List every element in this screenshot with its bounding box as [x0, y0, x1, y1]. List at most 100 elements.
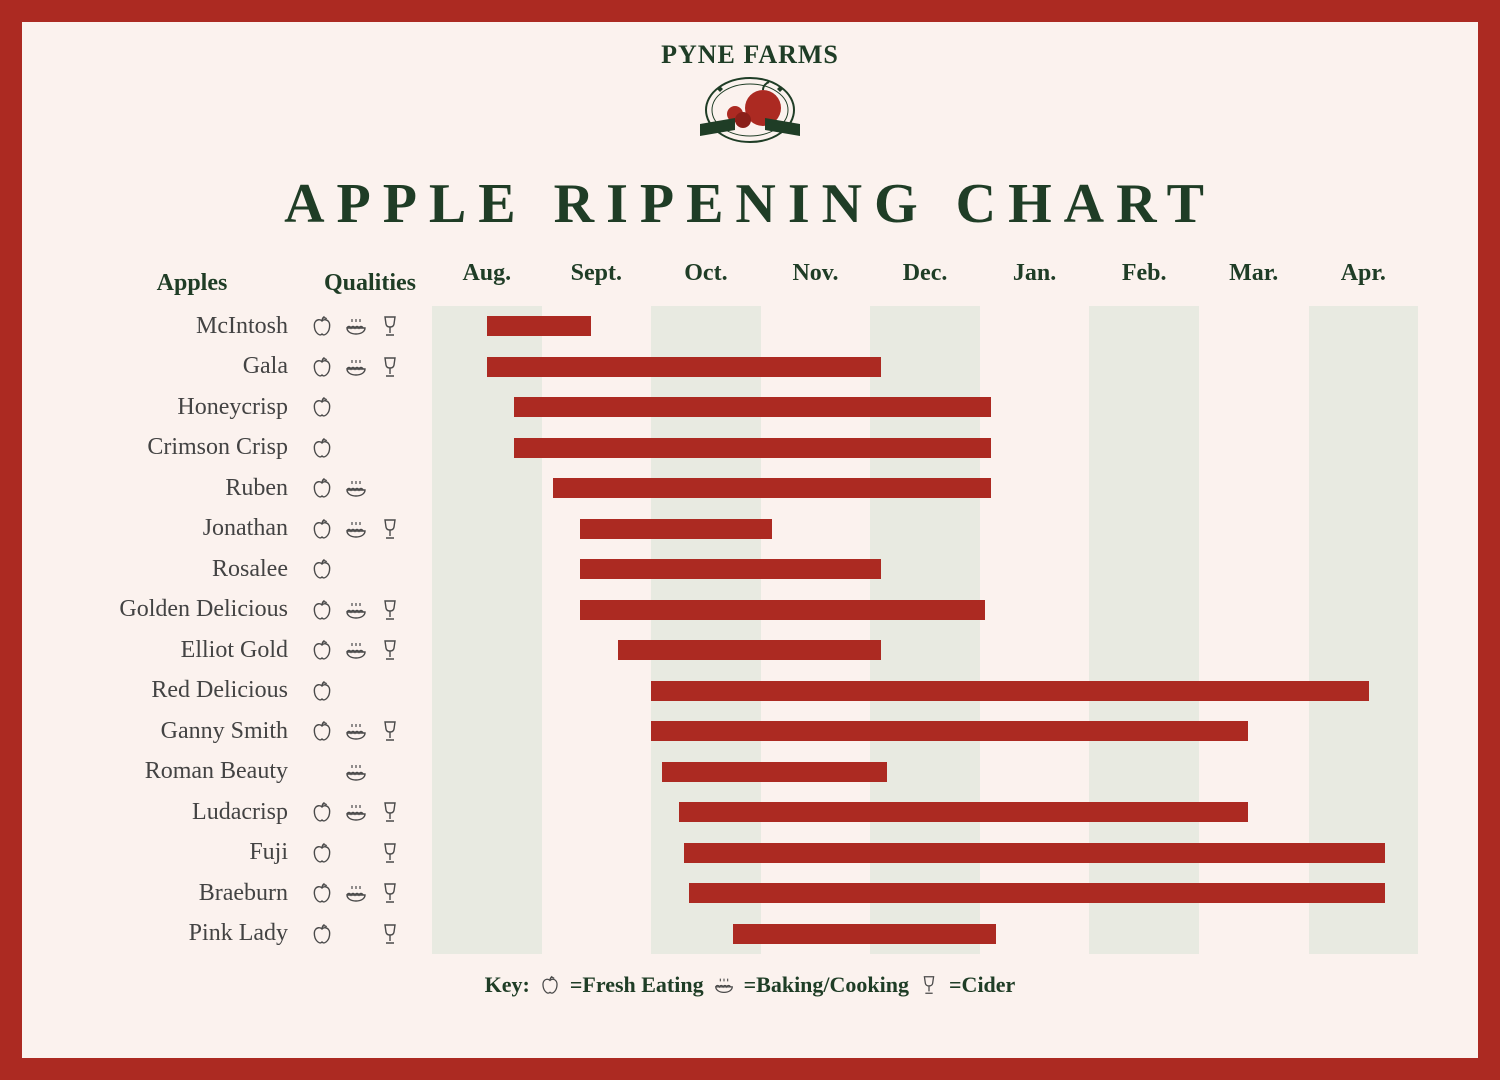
ripening-bar: [553, 478, 991, 498]
month-col: [980, 306, 1090, 347]
month-col: [1089, 428, 1199, 469]
glass-icon: [376, 798, 404, 826]
apple-row: Ganny Smith: [82, 711, 1418, 752]
apple-row: Golden Delicious: [82, 590, 1418, 631]
ripening-bar: [684, 843, 1385, 863]
month-col: [1199, 347, 1309, 388]
glass-icon: [376, 353, 404, 381]
logo: PYNE FARMS: [650, 40, 850, 170]
apple-icon: [308, 717, 336, 745]
month-col: [980, 468, 1090, 509]
month-label: Mar.: [1199, 260, 1309, 306]
glass-icon: [376, 879, 404, 907]
month-col: [1199, 630, 1309, 671]
chart-card: PYNE FARMS APPLE RIPENING CHART Apples Q…: [0, 0, 1500, 1080]
month-label: Jan.: [980, 260, 1090, 306]
apple-row: Ruben: [82, 468, 1418, 509]
pie-icon: [342, 677, 370, 705]
apple-row: Red Delicious: [82, 671, 1418, 712]
pie-icon: [342, 353, 370, 381]
apple-row: Fuji: [82, 833, 1418, 874]
apple-icon: [308, 798, 336, 826]
apple-name: Braeburn: [82, 880, 302, 907]
apple-icon: [308, 636, 336, 664]
apple-row: Elliot Gold: [82, 630, 1418, 671]
apple-name: Red Delicious: [82, 677, 302, 704]
apple-icon: [308, 434, 336, 462]
month-label: Sept.: [542, 260, 652, 306]
apple-name: Ganny Smith: [82, 718, 302, 745]
timeline: [432, 590, 1418, 631]
month-col: [1089, 630, 1199, 671]
apple-qualities: [302, 798, 432, 826]
glass-icon: [376, 920, 404, 948]
timeline: [432, 549, 1418, 590]
month-col: [1199, 428, 1309, 469]
month-col: [1309, 590, 1419, 631]
ripening-bar: [662, 762, 887, 782]
ripening-bar: [679, 802, 1249, 822]
timeline: [432, 833, 1418, 874]
apple-name: Ruben: [82, 475, 302, 502]
apple-row: Honeycrisp: [82, 387, 1418, 428]
glass-icon: [376, 677, 404, 705]
apple-name: McIntosh: [82, 313, 302, 340]
ripening-bar: [733, 924, 996, 944]
glass-icon: [376, 839, 404, 867]
glass-icon: [376, 312, 404, 340]
timeline: [432, 347, 1418, 388]
apple-name: Jonathan: [82, 515, 302, 542]
apple-icon: [308, 839, 336, 867]
month-col: [980, 752, 1090, 793]
header-apples: Apples: [82, 270, 302, 297]
month-col: [1089, 468, 1199, 509]
ripening-chart: Apples Qualities Aug.Sept.Oct.Nov.Dec.Ja…: [82, 260, 1418, 954]
month-col: [1309, 306, 1419, 347]
apple-row: Braeburn: [82, 873, 1418, 914]
apple-qualities: [302, 879, 432, 907]
header-qualities: Qualities: [302, 270, 432, 297]
month-label: Nov.: [761, 260, 871, 306]
month-col: [980, 428, 1090, 469]
month-label: Dec.: [870, 260, 980, 306]
month-col: [432, 549, 542, 590]
month-col: [432, 590, 542, 631]
month-col: [432, 630, 542, 671]
glass-icon: [376, 596, 404, 624]
apple-qualities: [302, 515, 432, 543]
month-label: Apr.: [1309, 260, 1419, 306]
month-col: [1309, 711, 1419, 752]
month-col: [432, 873, 542, 914]
glass-icon: [376, 636, 404, 664]
key-cider: =Cider: [949, 972, 1015, 998]
month-col: [432, 468, 542, 509]
month-col: [980, 630, 1090, 671]
apple-qualities: [302, 555, 432, 583]
month-col: [432, 752, 542, 793]
month-col: [542, 792, 652, 833]
key-bake: =Baking/Cooking: [744, 972, 909, 998]
month-col: [542, 833, 652, 874]
timeline: [432, 914, 1418, 955]
ripening-bar: [487, 316, 591, 336]
apple-row: Ludacrisp: [82, 792, 1418, 833]
apple-row: Roman Beauty: [82, 752, 1418, 793]
month-col: [1309, 792, 1419, 833]
timeline: [432, 873, 1418, 914]
pie-icon: [342, 393, 370, 421]
apple-icon: [308, 920, 336, 948]
apple-name: Pink Lady: [82, 920, 302, 947]
apple-qualities: [302, 434, 432, 462]
apple-qualities: [302, 920, 432, 948]
apple-qualities: [302, 717, 432, 745]
apple-qualities: [302, 677, 432, 705]
glass-icon: [376, 434, 404, 462]
header-row: Apples Qualities Aug.Sept.Oct.Nov.Dec.Ja…: [82, 260, 1418, 306]
glass-icon: [376, 515, 404, 543]
month-col: [432, 671, 542, 712]
apple-row: McIntosh: [82, 306, 1418, 347]
timeline: [432, 306, 1418, 347]
month-col: [980, 509, 1090, 550]
glass-icon: [376, 393, 404, 421]
month-col: [432, 509, 542, 550]
